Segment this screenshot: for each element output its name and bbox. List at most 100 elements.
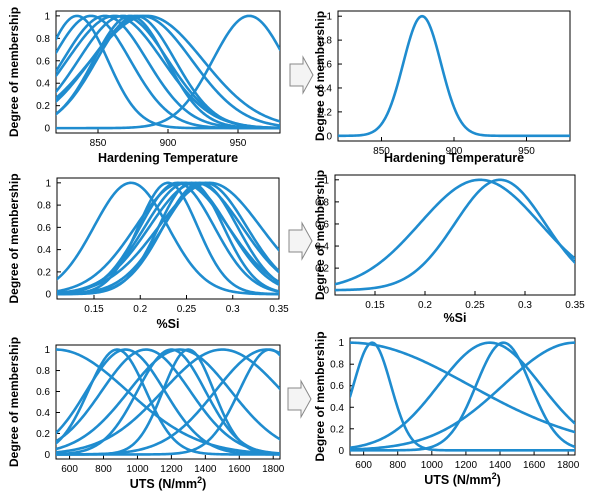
membership-curve: [57, 181, 279, 295]
y-tick-label: 0.8: [315, 197, 329, 208]
x-tick-label: 800: [389, 460, 406, 471]
y-tick-label: 0.4: [36, 79, 50, 90]
membership-curve: [350, 341, 575, 452]
x-tick-label: 850: [373, 146, 390, 157]
y-tick-label: 1: [44, 11, 50, 22]
x-tick-label: 950: [230, 138, 247, 149]
series-group: [56, 14, 280, 130]
right-arrow-icon: [287, 379, 312, 419]
arrow-row-2: [288, 221, 313, 261]
x-tick-label: 0.35: [565, 300, 585, 311]
x-axis-label: UTS (N/mm2): [130, 475, 207, 491]
x-axis-label: Hardening Temperature: [384, 151, 524, 165]
x-tick-label: 0.15: [84, 304, 104, 315]
membership-curve: [350, 341, 575, 450]
y-tick-label: 0.4: [37, 245, 51, 256]
y-tick-label: 1: [338, 338, 344, 349]
series-group: [335, 178, 575, 292]
series-group: [57, 181, 279, 296]
y-tick-label: 0.2: [36, 429, 50, 440]
membership-curve: [56, 14, 280, 130]
membership-curve: [56, 14, 280, 130]
x-tick-label: 0.2: [133, 304, 147, 315]
x-tick-label: 950: [518, 146, 535, 157]
membership-curve: [56, 348, 280, 456]
y-tick-label: 0.4: [318, 83, 332, 94]
y-tick-label: 0.6: [37, 223, 51, 234]
membership-curve: [57, 181, 279, 295]
y-tick-label: 0.2: [36, 101, 50, 112]
x-axis-label-text: UTS (N/mm: [424, 473, 491, 487]
chart-ht-all: 0 0.2 0.4 0.6 0.8 1 850 900 950 Degree of members…: [7, 7, 281, 165]
right-arrow-icon: [289, 55, 314, 95]
x-axis-label: UTS (N/mm2): [424, 471, 501, 487]
membership-curve: [57, 181, 279, 296]
chart-si-all: 0 0.2 0.4 0.6 0.8 1 0.15 0.2 0.25 0.3 0.35 Degree o…: [7, 173, 289, 331]
y-axis-label: Degree of membership: [313, 331, 327, 461]
membership-curve: [56, 14, 280, 123]
x-axis-label-text: UTS (N/mm: [130, 477, 197, 491]
y-tick-label: 0: [45, 290, 51, 301]
x-axis-label-text: Hardening Temperature: [384, 151, 524, 165]
x-tick-label: 0.35: [269, 304, 289, 315]
chart-si-two: 0 0.2 0.4 0.6 0.8 1 0.15 0.2 0.25 0.3 0.35 Degree o…: [313, 170, 585, 325]
membership-curve: [56, 348, 280, 455]
membership-curve: [335, 178, 575, 286]
x-axis-label-after: ): [497, 473, 501, 487]
y-axis-label: Degree of membership: [313, 11, 327, 141]
membership-curve: [350, 341, 575, 434]
y-tick-label: 0.8: [330, 360, 344, 371]
membership-curve: [57, 181, 279, 296]
x-axis-label-text: Hardening Temperature: [98, 151, 238, 165]
arrow-row-3: [287, 379, 312, 419]
x-tick-label: 600: [355, 460, 372, 471]
series-group: [338, 14, 570, 138]
x-tick-label: 900: [446, 146, 463, 157]
membership-curve: [335, 178, 575, 292]
y-tick-label: 0.8: [318, 36, 332, 47]
y-axis-label: Degree of membership: [7, 337, 21, 467]
x-tick-label: 1800: [557, 460, 580, 471]
membership-curve: [56, 348, 280, 456]
x-tick-label: 0.3: [226, 304, 240, 315]
y-tick-label: 1: [323, 175, 329, 186]
y-tick-label: 1: [45, 178, 51, 189]
y-tick-label: 0.8: [37, 201, 51, 212]
y-tick-label: 0.4: [330, 403, 344, 414]
y-tick-label: 0.2: [37, 267, 51, 278]
y-tick-label: 1: [326, 12, 332, 23]
y-tick-label: 0.6: [36, 56, 50, 67]
membership-curve: [56, 348, 280, 451]
x-tick-label: 0.3: [518, 300, 532, 311]
membership-curve: [56, 14, 280, 130]
x-tick-label: 0.2: [418, 300, 432, 311]
y-tick-label: 0.2: [318, 107, 332, 118]
membership-curve: [57, 181, 279, 296]
y-axis-label: Degree of membership: [7, 173, 21, 303]
x-axis-label: %Si: [444, 311, 467, 325]
y-axis-label: Degree of membership: [313, 170, 327, 300]
x-axis-label: Hardening Temperature: [98, 151, 238, 165]
x-tick-label: 1200: [160, 464, 183, 475]
series-group: [350, 341, 575, 452]
y-tick-label: 0.6: [315, 219, 329, 230]
plot-area: [337, 10, 571, 142]
x-tick-label: 600: [61, 464, 78, 475]
right-arrow-icon: [288, 221, 313, 261]
x-tick-label: 1000: [126, 464, 149, 475]
y-tick-label: 0.8: [36, 366, 50, 377]
y-tick-label: 0: [326, 131, 332, 142]
x-tick-label: 0.25: [177, 304, 197, 315]
y-tick-label: 0: [44, 450, 50, 461]
y-tick-label: 0.6: [330, 381, 344, 392]
chart-panels: 0 0.2 0.4 0.6 0.8 1 850 900 950 Degree of members…: [7, 7, 585, 491]
x-tick-label: 1600: [228, 464, 251, 475]
x-tick-label: 850: [90, 138, 107, 149]
y-tick-label: 0: [338, 446, 344, 457]
membership-curve: [350, 341, 575, 451]
x-axis-label-after: ): [202, 477, 206, 491]
x-tick-label: 1800: [262, 464, 285, 475]
